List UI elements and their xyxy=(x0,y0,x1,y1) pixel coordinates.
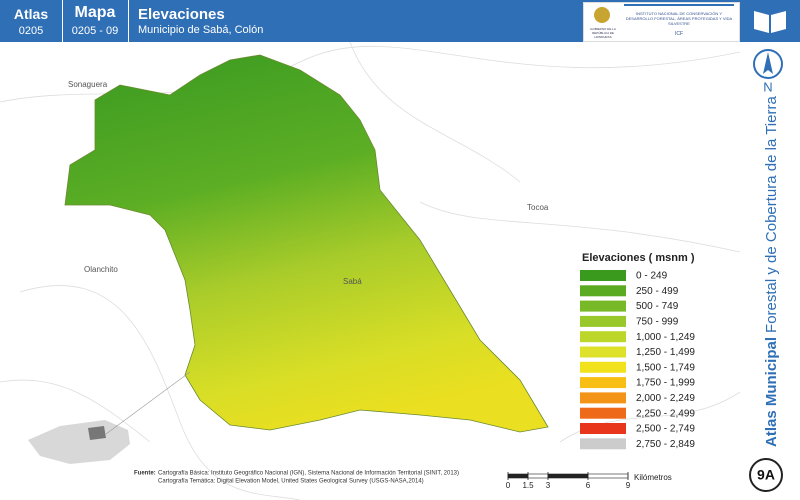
scale-label: 0 xyxy=(506,481,511,490)
legend-label: 1,250 - 1,499 xyxy=(636,347,695,358)
legend-label: 1,500 - 1,749 xyxy=(636,362,695,373)
legend-label: 2,250 - 2,499 xyxy=(636,408,695,419)
legend-swatch xyxy=(580,315,626,327)
source-line: Cartografía Básica: Instituto Geográfico… xyxy=(158,471,459,477)
header: Atlas 0205 Mapa 0205 - 09 Elevaciones Mu… xyxy=(0,0,800,42)
scale-segment xyxy=(507,473,529,479)
legend-swatch xyxy=(580,377,626,389)
scale-label: 6 xyxy=(586,481,591,490)
map-cell: Mapa 0205 - 09 xyxy=(62,0,129,42)
source-label: Fuente: xyxy=(134,471,156,477)
legend-label: 2,500 - 2,749 xyxy=(636,424,695,435)
legend-swatch xyxy=(580,423,626,434)
legend-label: 750 - 999 xyxy=(636,317,679,328)
legend-label: 500 - 749 xyxy=(636,301,679,312)
atlas-cell: Atlas 0205 xyxy=(0,0,63,42)
scale-label: 9 xyxy=(626,481,631,490)
scale-segment xyxy=(587,473,629,479)
legend-label: 0 - 249 xyxy=(636,271,668,282)
logo-emblem xyxy=(594,7,610,23)
institute-short: ICF xyxy=(674,31,684,37)
legend-label: 1,750 - 1,999 xyxy=(636,378,695,389)
map: Sonaguera Tocoa Olanchito Sabá N Atlas Munici… xyxy=(0,42,783,500)
side-title-bold: Atlas Municipal xyxy=(763,337,780,447)
north-arrow xyxy=(753,49,783,79)
legend-label: 1,000 - 1,249 xyxy=(636,332,695,343)
institute-text: INSTITUTO NACIONAL DE CONSERVACIÓN Y DES… xyxy=(625,11,733,26)
legend-label: 250 - 499 xyxy=(636,286,679,297)
legend-swatch xyxy=(580,407,626,419)
locator-map xyxy=(28,371,191,464)
sheet-badge xyxy=(749,458,783,492)
source-line: Cartografía Temática: Digital Elevation … xyxy=(158,479,424,485)
municipality xyxy=(64,54,549,433)
legend-swatch xyxy=(580,331,626,343)
legend-swatch xyxy=(580,270,626,281)
legend-swatch xyxy=(580,346,626,358)
side-title: Atlas Municipal Forestal y de Cobertura d… xyxy=(763,96,780,447)
sheet-label: 9A xyxy=(757,467,775,483)
north-label: N xyxy=(763,79,772,94)
legend-title: Elevaciones ( msnm ) xyxy=(582,252,695,264)
legend-label: 2,750 - 2,849 xyxy=(636,439,695,450)
map-code: 0205 - 09 xyxy=(71,25,119,37)
scale-label: 3 xyxy=(546,481,551,490)
map-label: Mapa xyxy=(74,4,116,21)
place-label: Sonaguera xyxy=(68,80,108,89)
place-label: Tocoa xyxy=(527,203,549,212)
scale-unit: Kilómetros xyxy=(634,473,672,482)
atlas-label: Atlas xyxy=(13,6,49,22)
logo-box: GOBIERNO DE LA REPÚBLICA DE HONDURAS INS… xyxy=(583,2,740,42)
legend-swatch xyxy=(580,300,626,312)
atlas-code: 0205 xyxy=(18,25,44,37)
place-label: Sabá xyxy=(343,277,362,286)
book-icon xyxy=(754,11,786,33)
title: Elevaciones xyxy=(138,6,225,23)
scale-segment xyxy=(547,473,589,479)
legend-swatch xyxy=(580,361,626,373)
legend-label: 2,000 - 2,249 xyxy=(636,393,695,404)
legend-swatch xyxy=(580,438,626,450)
side-title-rest: Forestal y de Cobertura de la Tierra xyxy=(763,96,780,333)
legend-swatch xyxy=(580,285,626,297)
place-label: Olanchito xyxy=(84,265,118,274)
government-text: GOBIERNO DE LA REPÚBLICA DE HONDURAS xyxy=(590,27,616,39)
logo-stripe xyxy=(624,4,734,6)
subtitle: Municipio de Sabá, Colón xyxy=(138,24,264,36)
legend-swatch xyxy=(580,392,626,404)
scale-label: 1.5 xyxy=(522,481,534,490)
scale-segment xyxy=(527,473,549,479)
